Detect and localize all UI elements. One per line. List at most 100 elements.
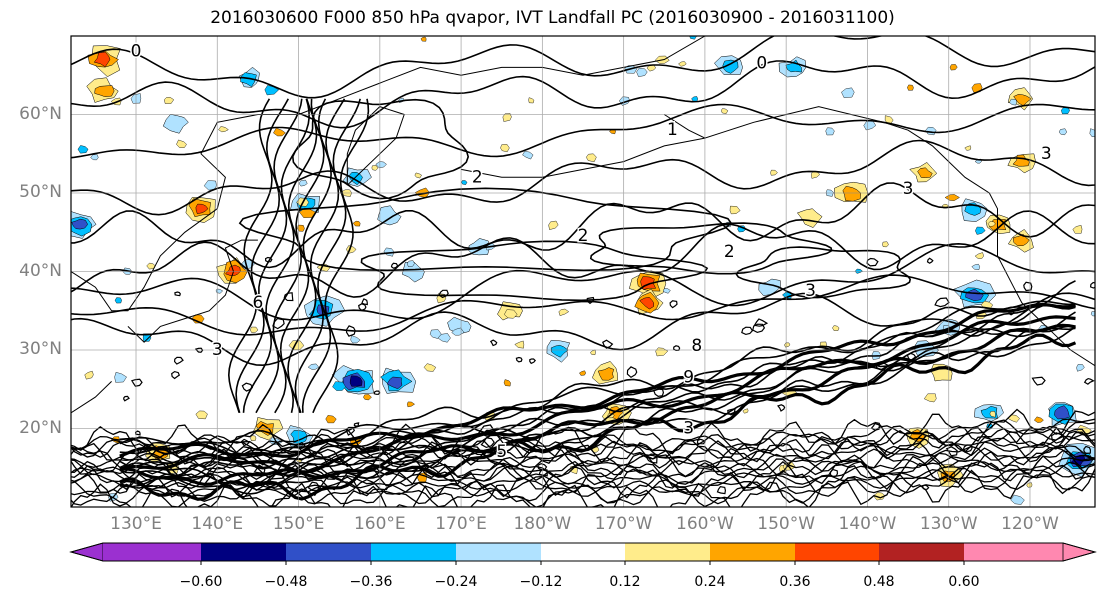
squiggle-19	[538, 468, 548, 477]
longitude-label-2: 150°E	[272, 514, 325, 534]
contour-label-7: 3	[1041, 144, 1052, 164]
asia-contour-0	[227, 98, 273, 414]
squiggle-32	[669, 300, 678, 309]
anomaly-speck-53	[579, 370, 587, 376]
squiggle-21	[480, 437, 495, 449]
anomaly-patch-43-0	[796, 208, 823, 228]
anomaly-speck-139	[825, 127, 835, 136]
ivt-contour-layer	[71, 36, 1095, 507]
squiggle-46	[1083, 445, 1092, 455]
mid-contour-6	[71, 103, 1095, 159]
longitude-label-3: 160°E	[353, 514, 406, 534]
anomaly-speck-134	[971, 263, 981, 271]
anomaly-speck-132	[636, 67, 648, 77]
gridlines	[71, 36, 1095, 507]
colorbar-segment-9	[879, 543, 964, 561]
squiggle-38	[353, 422, 360, 427]
colorbar-tick-label-8: 0.48	[863, 574, 895, 590]
squiggle-0	[173, 356, 184, 365]
squiggle-27	[716, 486, 727, 495]
squiggle-30	[945, 446, 958, 457]
anomaly-speck-6	[841, 87, 855, 99]
asia-contour-7	[294, 98, 346, 414]
colorbar-extend-low	[69, 542, 104, 562]
longitude-label-8: 150°W	[757, 514, 816, 534]
anomaly-speck-114	[974, 252, 984, 259]
colorbar-segment-0	[103, 543, 201, 561]
anomaly-speck-92	[770, 169, 778, 176]
squiggle-11	[777, 404, 786, 412]
south-contour-4	[71, 455, 1095, 499]
loop-contour-0	[238, 187, 733, 272]
coastline-3	[664, 106, 1095, 367]
squiggle-55	[586, 296, 595, 305]
latitude-label-2: 40°N	[19, 260, 62, 281]
anomaly-patch-12-1	[785, 59, 802, 73]
anomaly-speck-25	[1034, 416, 1044, 423]
anomaly-speck-28	[882, 241, 889, 248]
ar-contour-2	[119, 325, 1076, 491]
squiggle-14	[489, 339, 498, 347]
longitude-label-7: 160°W	[676, 514, 734, 534]
colorbar-extend-high	[1062, 542, 1097, 562]
coastline-4	[461, 137, 705, 178]
squiggle-1	[345, 426, 356, 436]
anomaly-speck-12	[383, 247, 395, 257]
squiggle-2	[1008, 309, 1015, 316]
anomaly-patch-10-2	[639, 297, 655, 310]
longitude-label-6: 170°W	[594, 514, 653, 534]
asia-contour-8	[301, 98, 361, 413]
mid-contour-0	[71, 292, 1095, 367]
south-contour-9	[71, 441, 1095, 478]
squiggle-52	[529, 358, 537, 365]
longitude-label-0: 130°E	[110, 514, 162, 534]
colorbar-segment-10	[964, 543, 1063, 561]
contour-label-9: 6	[253, 293, 264, 313]
anomaly-speck-80	[907, 84, 914, 91]
anomaly-speck-73	[420, 36, 427, 42]
south-contour-14	[71, 425, 1095, 460]
anomaly-speck-17	[1076, 364, 1085, 372]
anomaly-speck-78	[423, 363, 437, 372]
anomaly-speck-103	[332, 381, 346, 391]
mid-contour-7	[71, 60, 1095, 129]
colorbar-tick-label-9: 0.60	[948, 574, 980, 590]
anomaly-patch-2-2	[195, 203, 209, 214]
anomaly-speck-24	[90, 154, 99, 161]
anomaly-speck-63	[371, 165, 379, 171]
squiggle-37	[1031, 376, 1046, 386]
colorbar-tick-label-1: −0.48	[264, 574, 308, 590]
colorbar-segment-1	[201, 543, 286, 561]
squiggle-8	[1050, 432, 1065, 444]
contour-label-3: 2	[472, 167, 483, 187]
squiggle-16	[653, 388, 665, 398]
longitude-label-4: 170°E	[435, 514, 487, 534]
anomaly-speck-48	[437, 333, 451, 343]
anomaly-patch-0-2	[93, 51, 111, 68]
anomaly-speck-90	[832, 325, 840, 331]
contour-label-12: 3	[683, 419, 694, 439]
anomaly-speck-102	[414, 172, 422, 179]
colorbar-tick-label-2: −0.36	[349, 574, 393, 590]
anomaly-speck-127	[975, 226, 986, 235]
anomaly-speck-84	[298, 179, 308, 187]
anomaly-speck-89	[528, 97, 535, 104]
coastline-5	[71, 381, 112, 414]
anomaly-speck-105	[195, 410, 208, 420]
colorbar-segment-3	[371, 543, 456, 561]
squiggle-57	[345, 325, 356, 337]
south-contour-5	[71, 457, 1095, 490]
contour-label-6: 3	[903, 179, 914, 199]
contour-label-1: 0	[756, 53, 767, 73]
anomaly-speck-7	[375, 161, 387, 169]
asia-contour-1	[235, 98, 289, 414]
colorbar-tick-label-5: 0.12	[609, 574, 641, 590]
anomaly-speck-94	[678, 61, 687, 67]
colorbar-tick-label-7: 0.36	[779, 574, 811, 590]
south-contour-11	[71, 435, 1095, 468]
squiggle-49	[373, 390, 381, 395]
squiggle-25	[753, 318, 769, 327]
anomaly-patch-3-2	[71, 218, 89, 230]
anomaly-patch-17-2	[1054, 405, 1070, 420]
squiggle-41	[390, 262, 399, 269]
